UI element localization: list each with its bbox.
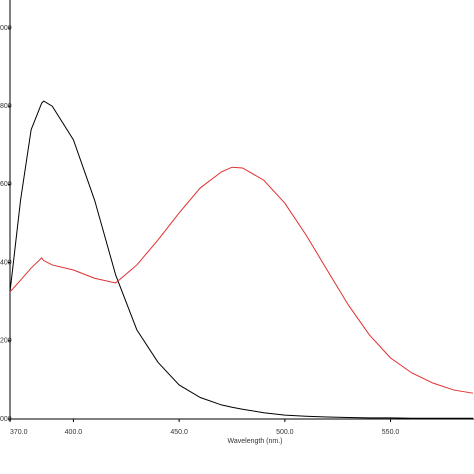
y-tick-label: 000 — [0, 25, 12, 32]
series-line — [9, 166, 474, 394]
y-tick-label: 400 — [0, 259, 12, 266]
y-tick-label: 600 — [0, 181, 12, 188]
x-tick-label: 500.0 — [276, 429, 294, 436]
y-tick-label: 800 — [0, 103, 12, 110]
y-tick-label: 200 — [0, 338, 12, 345]
y-tick-label: 000 — [0, 416, 12, 423]
x-tick-label: 450.0 — [170, 429, 188, 436]
x-axis-title: Wavelength (nm.) — [228, 438, 283, 445]
x-tick-label: 400.0 — [65, 429, 83, 436]
x-tick-label: 550.0 — [382, 429, 400, 436]
series-line — [9, 100, 473, 419]
x-tick-label: 370.0 — [10, 429, 28, 436]
